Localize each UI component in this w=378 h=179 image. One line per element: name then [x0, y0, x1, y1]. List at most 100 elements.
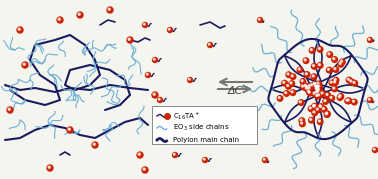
- Circle shape: [324, 100, 326, 102]
- Circle shape: [316, 93, 322, 98]
- Circle shape: [313, 92, 315, 94]
- Circle shape: [309, 48, 315, 53]
- Circle shape: [168, 28, 170, 30]
- Circle shape: [330, 96, 332, 98]
- Circle shape: [282, 80, 287, 86]
- Circle shape: [308, 87, 310, 89]
- Circle shape: [303, 58, 309, 64]
- Circle shape: [68, 128, 70, 130]
- Circle shape: [300, 79, 306, 84]
- Circle shape: [213, 113, 215, 115]
- Circle shape: [208, 43, 210, 45]
- Circle shape: [174, 153, 175, 155]
- Circle shape: [208, 42, 212, 47]
- Circle shape: [304, 86, 310, 92]
- Circle shape: [341, 60, 342, 62]
- Circle shape: [277, 96, 283, 101]
- Circle shape: [138, 153, 140, 155]
- Circle shape: [326, 93, 328, 95]
- Circle shape: [311, 64, 317, 69]
- Circle shape: [347, 78, 349, 80]
- Circle shape: [315, 91, 317, 93]
- Circle shape: [349, 79, 354, 85]
- Circle shape: [262, 158, 268, 163]
- Circle shape: [212, 112, 217, 117]
- Circle shape: [183, 127, 187, 132]
- Circle shape: [334, 78, 336, 80]
- Circle shape: [367, 37, 372, 42]
- Circle shape: [92, 142, 98, 148]
- Circle shape: [167, 28, 172, 33]
- Circle shape: [320, 91, 325, 96]
- Circle shape: [368, 38, 370, 40]
- Circle shape: [317, 47, 323, 52]
- Circle shape: [301, 84, 306, 90]
- Circle shape: [318, 64, 321, 66]
- Circle shape: [78, 13, 80, 15]
- Circle shape: [290, 74, 296, 79]
- Circle shape: [316, 81, 321, 87]
- Circle shape: [352, 99, 357, 105]
- Circle shape: [329, 80, 335, 86]
- Circle shape: [307, 84, 313, 89]
- Circle shape: [305, 87, 307, 89]
- Circle shape: [316, 86, 318, 88]
- Circle shape: [372, 147, 378, 153]
- Circle shape: [310, 118, 312, 120]
- Circle shape: [128, 38, 130, 40]
- Circle shape: [7, 107, 13, 113]
- Circle shape: [313, 65, 314, 67]
- Circle shape: [143, 168, 145, 170]
- Circle shape: [257, 18, 262, 23]
- Circle shape: [312, 103, 318, 109]
- Circle shape: [317, 84, 322, 90]
- Circle shape: [18, 28, 20, 30]
- Circle shape: [290, 82, 292, 84]
- Circle shape: [315, 87, 317, 89]
- Circle shape: [286, 84, 291, 89]
- Circle shape: [347, 99, 349, 101]
- Circle shape: [318, 48, 320, 50]
- Circle shape: [284, 91, 289, 96]
- Circle shape: [321, 92, 323, 94]
- Circle shape: [203, 158, 205, 160]
- Circle shape: [263, 158, 265, 160]
- Circle shape: [346, 98, 352, 104]
- Circle shape: [314, 83, 316, 84]
- Circle shape: [332, 57, 338, 62]
- Bar: [152, 106, 257, 144]
- Circle shape: [318, 85, 320, 87]
- Circle shape: [330, 81, 332, 83]
- Text: C$_{16}$TA$^+$: C$_{16}$TA$^+$: [173, 110, 200, 122]
- Circle shape: [325, 92, 330, 98]
- Circle shape: [299, 118, 305, 123]
- Circle shape: [93, 143, 95, 145]
- Circle shape: [289, 81, 294, 86]
- Circle shape: [127, 37, 133, 43]
- Circle shape: [317, 82, 319, 84]
- Circle shape: [310, 49, 312, 51]
- Circle shape: [47, 165, 53, 171]
- Circle shape: [309, 107, 311, 109]
- Circle shape: [146, 72, 150, 78]
- Circle shape: [304, 72, 310, 77]
- Circle shape: [48, 166, 50, 168]
- Circle shape: [158, 98, 163, 103]
- Circle shape: [302, 85, 304, 87]
- Circle shape: [313, 105, 314, 107]
- Circle shape: [172, 153, 178, 158]
- Circle shape: [315, 85, 321, 90]
- Circle shape: [310, 83, 315, 88]
- Circle shape: [315, 86, 321, 92]
- Circle shape: [299, 101, 301, 103]
- Circle shape: [278, 97, 280, 99]
- Circle shape: [23, 63, 25, 65]
- Circle shape: [339, 62, 341, 64]
- Circle shape: [353, 100, 355, 102]
- Circle shape: [316, 108, 318, 110]
- Circle shape: [338, 96, 340, 98]
- Circle shape: [300, 119, 302, 121]
- Circle shape: [137, 152, 143, 158]
- Circle shape: [325, 113, 327, 115]
- Circle shape: [353, 81, 355, 83]
